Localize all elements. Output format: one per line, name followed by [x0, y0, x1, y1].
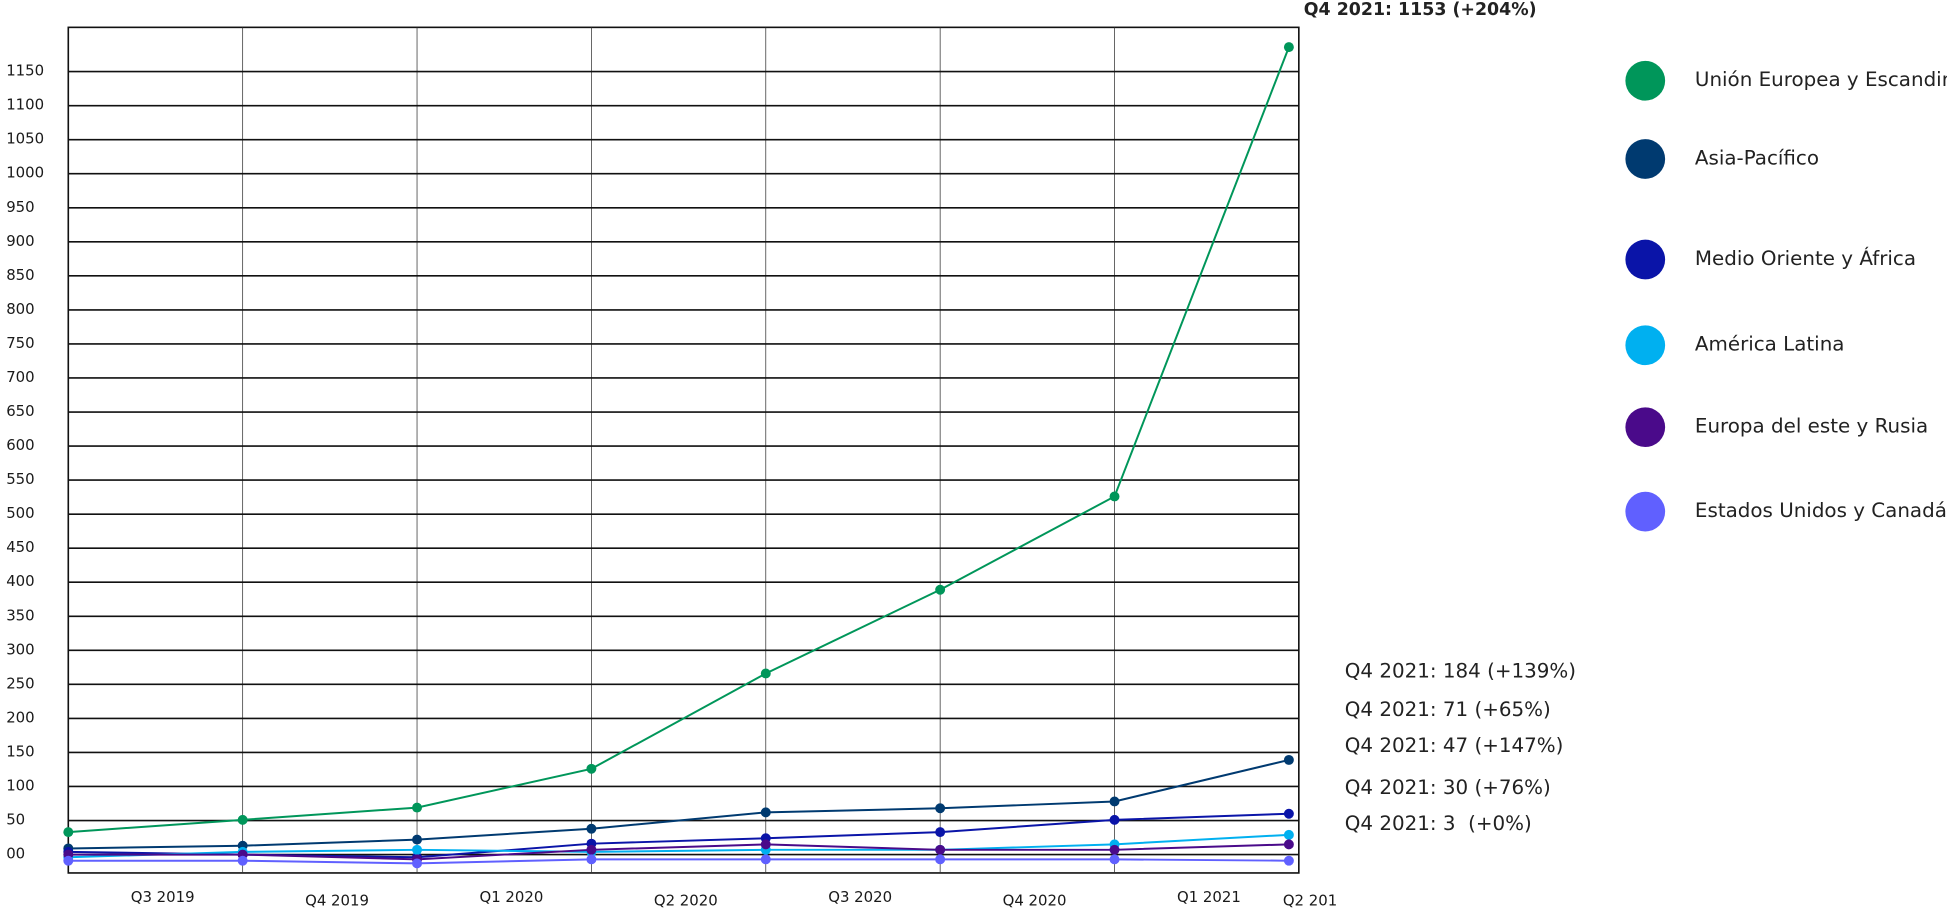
- data-point: [1109, 491, 1120, 502]
- x-tick-label: Q3 2019: [131, 888, 195, 906]
- data-point: [412, 844, 423, 855]
- y-tick-label: 700: [6, 368, 34, 386]
- data-point: [935, 803, 946, 814]
- legend-label: Asia-Pacífico: [1695, 146, 1819, 169]
- annotation: Q4 2021: 184 (+139%): [1345, 659, 1576, 682]
- data-point: [1283, 855, 1294, 866]
- y-tick-label: 1150: [6, 62, 44, 80]
- data-point: [1283, 839, 1294, 850]
- data-point: [760, 839, 771, 850]
- x-tick-label: Q1 2020: [479, 888, 543, 906]
- data-point: [1283, 808, 1294, 819]
- legend-marker: [1625, 139, 1666, 179]
- y-tick-label: 500: [6, 504, 34, 522]
- legend-marker: [1625, 60, 1666, 101]
- x-tick-label: Q2 201: [1283, 892, 1337, 909]
- data-point: [63, 855, 74, 866]
- plot-frame: [67, 26, 1300, 874]
- data-point: [586, 823, 597, 834]
- data-point: [1109, 844, 1120, 855]
- series-line: [68, 843, 1289, 861]
- y-tick-label: 450: [6, 538, 34, 556]
- data-point: [760, 668, 771, 679]
- data-point: [1283, 829, 1294, 840]
- data-point: [935, 827, 946, 838]
- legend-label: Estados Unidos y Canadá: [1695, 499, 1947, 522]
- y-tick-label: 550: [6, 470, 34, 488]
- y-tick-label: 300: [6, 640, 34, 658]
- data-point: [935, 854, 946, 865]
- data-point: [412, 858, 423, 869]
- legend-label: América Latina: [1695, 333, 1845, 356]
- y-tick-label: 1050: [6, 130, 44, 148]
- y-tick-label: 200: [6, 708, 34, 726]
- y-tick-label: 100: [6, 776, 34, 794]
- data-point: [412, 802, 423, 813]
- legend-label: Medio Oriente y África: [1695, 247, 1916, 270]
- annotation: Q4 2021: 47 (+147%): [1345, 734, 1564, 757]
- data-point: [1109, 814, 1120, 825]
- data-point: [63, 827, 74, 838]
- data-point: [1109, 854, 1120, 865]
- annotation: Q4 2021: 71 (+65%): [1345, 698, 1551, 721]
- data-point: [1283, 42, 1294, 53]
- y-tick-label: 400: [6, 572, 34, 590]
- x-tick-label: Q1 2021: [1177, 888, 1241, 906]
- y-tick-label: 900: [6, 232, 34, 250]
- legend-marker: [1625, 325, 1666, 366]
- y-tick-label: 800: [6, 300, 34, 318]
- y-tick-label: 1000: [6, 164, 44, 182]
- annotation: Q4 2021: 3 (+0%): [1345, 812, 1532, 835]
- data-point: [586, 763, 597, 774]
- y-tick-label: 950: [6, 198, 34, 216]
- y-tick-label: 350: [6, 606, 34, 624]
- x-tick-label: Q2 2020: [654, 892, 718, 909]
- series-line: [68, 833, 1289, 859]
- y-tick-label: 50: [6, 811, 25, 829]
- data-point: [760, 854, 771, 865]
- annotation: Q4 2021: 30 (+76%): [1345, 776, 1551, 799]
- legend-label: Europa del este y Rusia: [1695, 415, 1928, 438]
- series-line: [68, 46, 1290, 834]
- data-point: [586, 844, 597, 855]
- y-tick-label: 150: [6, 742, 34, 760]
- y-tick-label: 750: [6, 334, 34, 352]
- series-line: [68, 858, 1289, 865]
- x-tick-label: Q4 2019: [305, 892, 369, 909]
- y-tick-label: 00: [6, 845, 25, 863]
- annotation: Q4 2021: 1153 (+204%): [1304, 0, 1537, 20]
- y-tick-label: 250: [6, 674, 34, 692]
- legend-marker: [1625, 239, 1666, 280]
- series-line: [68, 758, 1290, 850]
- data-point: [1283, 754, 1294, 765]
- data-point: [237, 855, 248, 866]
- x-tick-label: Q4 2020: [1003, 892, 1067, 909]
- legend-label: Unión Europea y Escandinavia: [1695, 68, 1947, 91]
- data-point: [237, 814, 248, 825]
- x-tick-label: Q3 2020: [828, 888, 892, 906]
- data-point: [586, 854, 597, 865]
- legend-marker: [1625, 491, 1666, 532]
- data-point: [935, 844, 946, 855]
- legend-marker: [1625, 407, 1666, 448]
- data-point: [760, 807, 771, 818]
- data-point: [412, 834, 423, 845]
- y-tick-label: 850: [6, 266, 34, 284]
- data-point: [935, 584, 946, 595]
- y-tick-label: 650: [6, 402, 34, 420]
- y-tick-label: 1100: [6, 96, 44, 114]
- data-point: [1109, 796, 1120, 807]
- y-tick-label: 600: [6, 436, 34, 454]
